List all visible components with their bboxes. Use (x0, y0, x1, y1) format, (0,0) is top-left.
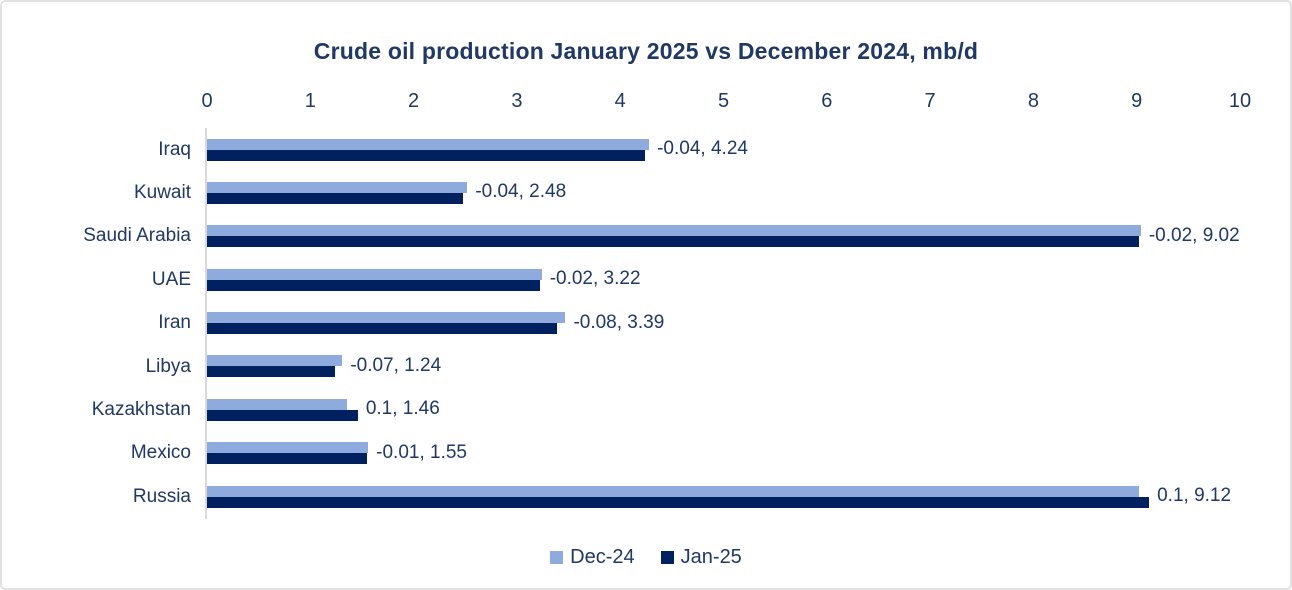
legend: Dec-24 Jan-25 (0, 546, 1292, 569)
x-tick-label: 4 (614, 90, 626, 112)
bar-jan25 (207, 236, 1139, 248)
x-axis-ticks: 0 1 2 3 4 5 6 7 8 9 10 (201, 89, 1251, 115)
bar-jan25 (207, 279, 540, 291)
bar-dec24 (207, 268, 542, 280)
category-label: UAE (151, 268, 191, 290)
bar-dec24 (207, 485, 1139, 497)
bar-dec24 (207, 355, 343, 367)
bar-jan25 (207, 323, 558, 335)
chart-row: Iran -0.08, 3.39 (158, 302, 1240, 345)
bar-jan25 (207, 149, 645, 161)
bar-dec24 (207, 181, 468, 193)
chart-row: UAE -0.02, 3.22 (152, 258, 1240, 301)
category-label: Iraq (158, 138, 191, 160)
chart-row: Kazakhstan 0.1, 1.46 (92, 388, 1240, 431)
data-label: -0.08, 3.39 (573, 311, 665, 333)
legend-swatch-icon (550, 551, 564, 564)
x-tick-label: 9 (1131, 90, 1143, 112)
category-label: Russia (132, 485, 191, 507)
x-tick-label: 7 (924, 90, 936, 112)
category-label: Iran (158, 312, 191, 334)
chart-row: Saudi Arabia -0.02, 9.02 (83, 215, 1240, 258)
data-label: 0.1, 1.46 (365, 398, 440, 420)
category-label: Mexico (130, 442, 191, 464)
data-label: -0.02, 9.02 (1148, 224, 1240, 246)
x-tick-label: 0 (201, 90, 213, 112)
bar-jan25 (207, 192, 464, 204)
chart-row: Kuwait -0.04, 2.48 (134, 171, 1240, 214)
x-tick-label: 1 (304, 90, 316, 112)
plot-area: Iraq -0.04, 4.24 Kuwait -0.04, 2.48 Saudi Ar… (83, 128, 1240, 519)
bar-dec24 (207, 442, 369, 454)
data-label: -0.01, 1.55 (376, 441, 467, 463)
bar-dec24 (207, 398, 348, 410)
chart-row: Iraq -0.04, 4.24 (158, 128, 1240, 171)
bar-dec24 (207, 138, 650, 150)
legend-label: Jan-25 (680, 546, 742, 568)
category-label: Kazakhstan (91, 399, 191, 421)
x-tick-label: 5 (717, 90, 730, 112)
legend-label: Dec-24 (570, 546, 635, 568)
bar-dec24 (207, 312, 566, 324)
bar-jan25 (207, 496, 1150, 508)
category-label: Saudi Arabia (83, 225, 191, 247)
chart-title: Crude oil production January 2025 vs Dec… (313, 38, 979, 64)
data-label: 0.1, 9.12 (1157, 485, 1232, 507)
x-tick-label: 6 (821, 90, 833, 112)
x-tick-label: 8 (1027, 90, 1039, 112)
bar-jan25 (207, 453, 368, 465)
category-label: Kuwait (133, 182, 191, 204)
bar-jan25 (207, 409, 358, 421)
bar-dec24 (207, 225, 1141, 237)
data-label: -0.04, 2.48 (475, 181, 567, 203)
x-tick-label: 2 (408, 90, 420, 112)
data-label: -0.02, 3.22 (549, 268, 641, 290)
chart-row: Russia 0.1, 9.12 (133, 475, 1240, 518)
bar-jan25 (207, 366, 336, 378)
legend-item-jan25: Jan-25 (660, 546, 742, 569)
legend-item-dec24: Dec-24 (550, 546, 635, 569)
category-label: Libya (145, 355, 191, 377)
data-label: -0.07, 1.24 (350, 354, 442, 376)
chart-row: Mexico -0.01, 1.55 (131, 432, 1240, 475)
x-tick-label: 10 (1228, 90, 1252, 112)
chart-row: Libya -0.07, 1.24 (146, 345, 1240, 388)
legend-swatch-icon (660, 551, 674, 564)
x-tick-label: 3 (511, 90, 523, 112)
data-label: -0.04, 4.24 (657, 138, 748, 159)
